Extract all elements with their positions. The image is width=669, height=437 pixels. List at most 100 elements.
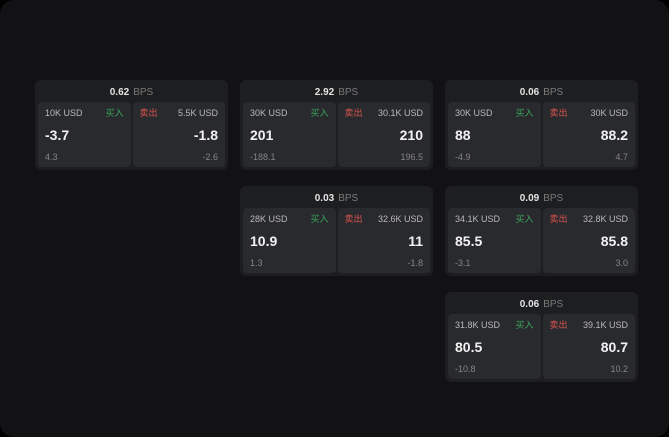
sell-change: 3.0 [615,258,628,268]
sell-panel[interactable]: 卖出 32.8K USD 85.8 3.0 [542,208,635,273]
buy-amount: 34.1K USD [455,214,501,224]
buy-amount: 28K USD [250,214,288,224]
buy-side-label: 买入 [310,214,329,224]
quote-panels: 28K USD 买入 10.9 1.3 卖出 32.6K USD 11 -1.8 [243,208,430,273]
buy-amount: 30K USD [250,108,288,118]
bps-unit-label: BPS [338,87,359,98]
buy-price: 10.9 [250,233,278,249]
buy-panel[interactable]: 31.8K USD 买入 80.5 -10.8 [448,314,541,379]
buy-change: -4.9 [455,152,471,162]
buy-amount: 30K USD [455,108,493,118]
sell-top-row: 卖出 30K USD [550,108,629,118]
spread-value: 2.92 [314,87,335,98]
sell-change: -2.6 [202,152,218,162]
bps-unit-label: BPS [338,193,359,204]
buy-top-row: 10K USD 买入 [45,108,124,118]
spread-value: 0.03 [314,193,335,204]
sell-price: 210 [399,127,423,143]
sell-side-label: 卖出 [549,108,568,118]
buy-panel[interactable]: 30K USD 买入 88 -4.9 [448,102,541,167]
sell-change: 196.5 [400,152,423,162]
buy-change: 4.3 [45,152,58,162]
sell-amount: 30K USD [590,108,628,118]
sell-price: 11 [408,233,423,249]
sell-amount: 5.5K USD [177,108,218,118]
buy-change: -10.8 [455,364,476,374]
quote-card: 2.92 BPS 30K USD 买入 201 -188.1 卖出 30.1K … [240,80,433,170]
quote-card: 0.06 BPS 31.8K USD 买入 80.5 -10.8 卖出 39.1… [445,292,638,382]
spread-value: 0.06 [519,87,540,98]
buy-panel[interactable]: 30K USD 买入 201 -188.1 [243,102,336,167]
quote-panels: 10K USD 买入 -3.7 4.3 卖出 5.5K USD -1.8 -2.… [38,102,225,167]
sell-side-label: 卖出 [549,214,568,224]
buy-price: 88 [455,127,471,143]
sell-amount: 32.8K USD [582,214,628,224]
sell-top-row: 卖出 30.1K USD [345,108,424,118]
quote-card: 0.62 BPS 10K USD 买入 -3.7 4.3 卖出 5.5K USD… [35,80,228,170]
sell-side-label: 卖出 [549,320,568,330]
sell-panel[interactable]: 卖出 30.1K USD 210 196.5 [337,102,430,167]
sell-price: 80.7 [600,339,628,355]
sell-price: -1.8 [193,127,218,143]
buy-side-label: 买入 [515,214,534,224]
buy-top-row: 30K USD 买入 [250,108,329,118]
sell-side-label: 卖出 [139,108,158,118]
buy-top-row: 34.1K USD 买入 [455,214,534,224]
buy-price: 201 [250,127,274,143]
spread-header: 0.03 BPS [243,189,430,208]
spread-value: 0.06 [519,299,540,310]
buy-price: 80.5 [455,339,483,355]
spread-header: 0.62 BPS [38,83,225,102]
quote-panels: 31.8K USD 买入 80.5 -10.8 卖出 39.1K USD 80.… [448,314,635,379]
sell-panel[interactable]: 卖出 5.5K USD -1.8 -2.6 [132,102,225,167]
bps-unit-label: BPS [543,193,564,204]
buy-amount: 10K USD [45,108,83,118]
spread-value: 0.09 [519,193,540,204]
quote-card: 0.06 BPS 30K USD 买入 88 -4.9 卖出 30K USD 8… [445,80,638,170]
spread-value: 0.62 [109,87,130,98]
buy-amount: 31.8K USD [455,320,501,330]
sell-change: 4.7 [615,152,628,162]
buy-top-row: 31.8K USD 买入 [455,320,534,330]
quote-panels: 34.1K USD 买入 85.5 -3.1 卖出 32.8K USD 85.8… [448,208,635,273]
sell-panel[interactable]: 卖出 30K USD 88.2 4.7 [542,102,635,167]
bps-unit-label: BPS [543,87,564,98]
bps-unit-label: BPS [543,299,564,310]
sell-top-row: 卖出 32.6K USD [345,214,424,224]
sell-price: 88.2 [600,127,628,143]
buy-top-row: 28K USD 买入 [250,214,329,224]
spread-header: 0.09 BPS [448,189,635,208]
buy-side-label: 买入 [105,108,124,118]
quote-card: 0.03 BPS 28K USD 买入 10.9 1.3 卖出 32.6K US… [240,186,433,276]
sell-amount: 39.1K USD [582,320,628,330]
buy-panel[interactable]: 34.1K USD 买入 85.5 -3.1 [448,208,541,273]
sell-panel[interactable]: 卖出 32.6K USD 11 -1.8 [337,208,430,273]
cards-grid: 0.62 BPS 10K USD 买入 -3.7 4.3 卖出 5.5K USD… [35,80,638,382]
quote-card: 0.09 BPS 34.1K USD 买入 85.5 -3.1 卖出 32.8K… [445,186,638,276]
spread-header: 2.92 BPS [243,83,430,102]
sell-change: -1.8 [407,258,423,268]
buy-change: 1.3 [250,258,263,268]
spread-header: 0.06 BPS [448,83,635,102]
sell-side-label: 卖出 [344,214,363,224]
quote-panels: 30K USD 买入 88 -4.9 卖出 30K USD 88.2 4.7 [448,102,635,167]
sell-top-row: 卖出 5.5K USD [140,108,219,118]
buy-side-label: 买入 [515,320,534,330]
sell-panel[interactable]: 卖出 39.1K USD 80.7 10.2 [542,314,635,379]
buy-side-label: 买入 [310,108,329,118]
buy-panel[interactable]: 28K USD 买入 10.9 1.3 [243,208,336,273]
buy-side-label: 买入 [515,108,534,118]
bps-unit-label: BPS [133,87,154,98]
sell-top-row: 卖出 39.1K USD [550,320,629,330]
buy-price: -3.7 [45,127,70,143]
spread-header: 0.06 BPS [448,295,635,314]
sell-amount: 30.1K USD [377,108,423,118]
sell-amount: 32.6K USD [377,214,423,224]
buy-panel[interactable]: 10K USD 买入 -3.7 4.3 [38,102,131,167]
buy-price: 85.5 [455,233,483,249]
buy-top-row: 30K USD 买入 [455,108,534,118]
buy-change: -188.1 [250,152,276,162]
quote-panels: 30K USD 买入 201 -188.1 卖出 30.1K USD 210 1… [243,102,430,167]
sell-price: 85.8 [600,233,628,249]
